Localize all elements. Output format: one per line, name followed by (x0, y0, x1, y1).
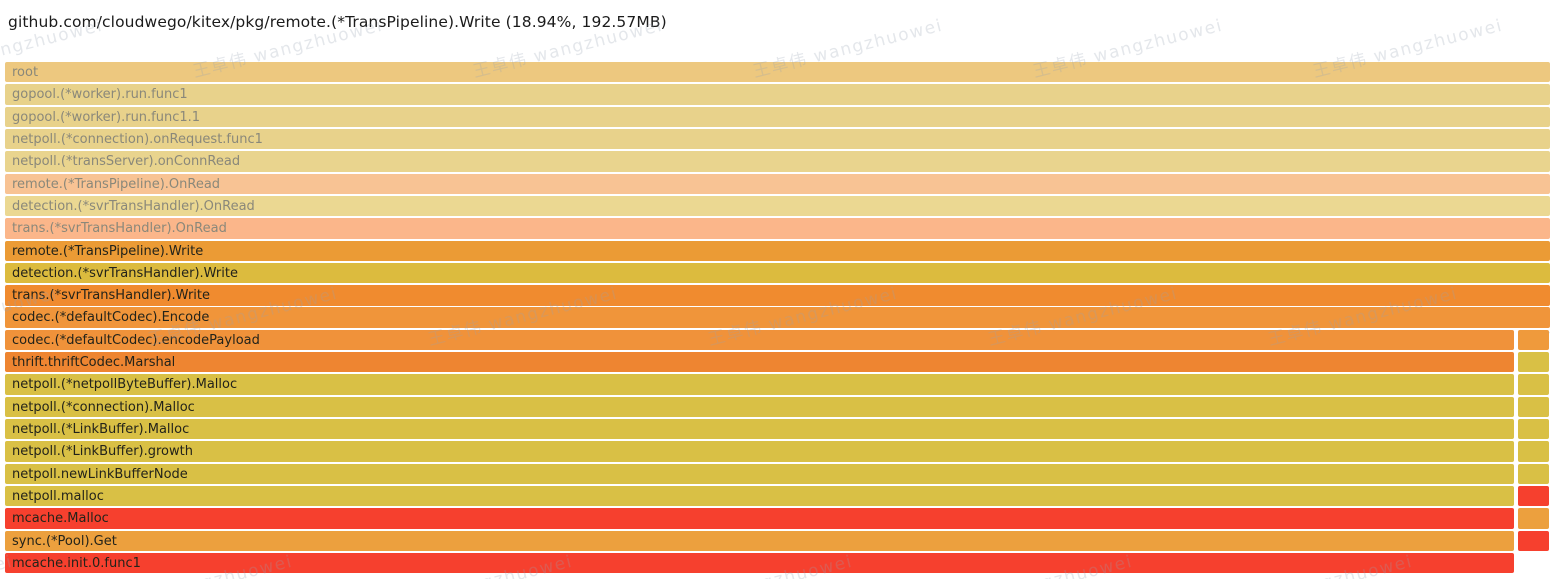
flame-frame-label: mcache.init.0.func1 (12, 555, 141, 571)
flame-row: trans.(*svrTransHandler).OnRead (5, 218, 1550, 240)
flame-frame-sibling[interactable] (1518, 329, 1549, 351)
flame-row: sync.(*Pool).Get (5, 530, 1550, 553)
flame-row: codec.(*defaultCodec).encodePayload (5, 329, 1550, 352)
flame-row: netpoll.malloc (5, 485, 1550, 508)
flame-frame-label: remote.(*TransPipeline).Write (12, 243, 204, 259)
flame-row: netpoll.(*netpollByteBuffer).Malloc (5, 374, 1550, 396)
flame-row: trans.(*svrTransHandler).Write (5, 285, 1550, 307)
flame-frame-netpoll-connection-malloc[interactable]: netpoll.(*connection).Malloc (5, 396, 1514, 418)
flame-frame-sync-pool-get[interactable]: sync.(*Pool).Get (5, 530, 1514, 551)
selected-frame-title: github.com/cloudwego/kitex/pkg/remote.(*… (8, 13, 667, 31)
flame-row: codec.(*defaultCodec).Encode (5, 307, 1550, 329)
flame-frame-label: detection.(*svrTransHandler).Write (12, 265, 238, 281)
flame-row: mcache.init.0.func1 (5, 552, 1550, 575)
flame-frame-sibling[interactable] (1518, 396, 1549, 418)
flame-frame-sibling[interactable] (1518, 530, 1549, 551)
flame-frame-label: thrift.thriftCodec.Marshal (12, 355, 176, 371)
flame-row: gopool.(*worker).run.func1 (5, 84, 1550, 106)
flame-frame-label: netpoll.(*LinkBuffer).growth (12, 444, 193, 460)
flame-frame-label: codec.(*defaultCodec).encodePayload (12, 332, 260, 348)
flame-frame-root[interactable]: root (5, 62, 1550, 83)
flame-frame-netpoll-newlinkbuffernode[interactable]: netpoll.newLinkBufferNode (5, 463, 1514, 485)
flame-row: root (5, 62, 1550, 84)
flame-frame-label: netpoll.(*connection).onRequest.func1 (12, 131, 263, 147)
flame-frame-label: root (12, 65, 39, 80)
flame-frame-label: mcache.Malloc (12, 511, 109, 527)
flame-row: gopool.(*worker).run.func1.1 (5, 106, 1550, 129)
flame-row: netpoll.(*connection).Malloc (5, 396, 1550, 419)
flame-row: netpoll.(*transServer).onConnRead (5, 151, 1550, 173)
flame-row: netpoll.newLinkBufferNode (5, 463, 1550, 486)
flamegraph: root gopool.(*worker).run.func1 gopool.(*w… (5, 62, 1550, 575)
flame-frame-netpoll-connection-onrequest-func1[interactable]: netpoll.(*connection).onRequest.func1 (5, 128, 1550, 150)
flame-frame-label: sync.(*Pool).Get (12, 533, 117, 549)
flame-frame-codec-defaultcodec-encode[interactable]: codec.(*defaultCodec).Encode (5, 307, 1550, 328)
flame-frame-detection-svrtranshandler-onread[interactable]: detection.(*svrTransHandler).OnRead (5, 195, 1550, 217)
flame-row: thrift.thriftCodec.Marshal (5, 352, 1550, 374)
flame-row: remote.(*TransPipeline).Write (5, 240, 1550, 263)
flame-frame-detection-svrtranshandler-write[interactable]: detection.(*svrTransHandler).Write (5, 262, 1550, 284)
flame-frame-label: netpoll.(*transServer).onConnRead (12, 154, 241, 170)
flame-frame-label: netpoll.(*connection).Malloc (12, 399, 195, 415)
flame-frame-mcache-init-0-func1[interactable]: mcache.init.0.func1 (5, 552, 1514, 574)
flame-row: netpoll.(*LinkBuffer).Malloc (5, 419, 1550, 441)
flame-frame-netpoll-transserver-onconnread[interactable]: netpoll.(*transServer).onConnRead (5, 151, 1550, 172)
flame-frame-trans-svrtranshandler-write[interactable]: trans.(*svrTransHandler).Write (5, 285, 1550, 306)
flame-row: detection.(*svrTransHandler).Write (5, 262, 1550, 285)
flame-row: netpoll.(*LinkBuffer).growth (5, 441, 1550, 463)
flame-frame-gopool-worker-run-func1-1[interactable]: gopool.(*worker).run.func1.1 (5, 106, 1550, 128)
flame-row: remote.(*TransPipeline).OnRead (5, 173, 1550, 196)
flame-frame-label: gopool.(*worker).run.func1.1 (12, 109, 201, 125)
flame-frame-label: gopool.(*worker).run.func1 (12, 87, 188, 103)
flame-frame-netpoll-linkbuffer-malloc[interactable]: netpoll.(*LinkBuffer).Malloc (5, 419, 1514, 440)
flame-frame-codec-defaultcodec-encodepayload[interactable]: codec.(*defaultCodec).encodePayload (5, 329, 1514, 351)
flame-frame-label: codec.(*defaultCodec).Encode (12, 310, 210, 326)
flame-frame-sibling[interactable] (1518, 374, 1549, 395)
flame-row: mcache.Malloc (5, 508, 1550, 530)
flame-frame-label: trans.(*svrTransHandler).Write (12, 288, 211, 304)
flame-frame-netpoll-linkbuffer-growth[interactable]: netpoll.(*LinkBuffer).growth (5, 441, 1514, 462)
flame-frame-label: remote.(*TransPipeline).OnRead (12, 176, 221, 192)
flame-frame-mcache-malloc[interactable]: mcache.Malloc (5, 508, 1514, 529)
flame-frame-gopool-worker-run-func1[interactable]: gopool.(*worker).run.func1 (5, 84, 1550, 105)
flame-frame-netpoll-malloc[interactable]: netpoll.malloc (5, 485, 1514, 507)
flame-frame-trans-svrtranshandler-onread[interactable]: trans.(*svrTransHandler).OnRead (5, 218, 1550, 239)
flame-row: detection.(*svrTransHandler).OnRead (5, 195, 1550, 218)
flame-frame-label: netpoll.(*LinkBuffer).Malloc (12, 422, 190, 437)
flame-frame-sibling[interactable] (1518, 485, 1549, 507)
flame-frame-label: netpoll.newLinkBufferNode (12, 466, 188, 482)
flame-frame-netpoll-netpollbytebuffer-malloc[interactable]: netpoll.(*netpollByteBuffer).Malloc (5, 374, 1514, 395)
flame-frame-remote-transpipeline-write[interactable]: remote.(*TransPipeline).Write (5, 240, 1550, 261)
flame-frame-sibling[interactable] (1518, 352, 1549, 373)
flame-row: netpoll.(*connection).onRequest.func1 (5, 128, 1550, 151)
flame-frame-sibling[interactable] (1518, 419, 1549, 440)
flame-frame-sibling[interactable] (1518, 441, 1549, 462)
flame-frame-sibling[interactable] (1518, 508, 1549, 529)
flame-frame-label: netpoll.malloc (12, 488, 104, 504)
flame-frame-sibling[interactable] (1518, 463, 1549, 485)
flame-frame-label: trans.(*svrTransHandler).OnRead (12, 221, 227, 237)
flame-frame-label: netpoll.(*netpollByteBuffer).Malloc (12, 377, 238, 393)
flame-frame-remote-transpipeline-onread[interactable]: remote.(*TransPipeline).OnRead (5, 173, 1550, 194)
flame-frame-thrift-thriftcodec-marshal[interactable]: thrift.thriftCodec.Marshal (5, 352, 1514, 373)
flame-frame-label: detection.(*svrTransHandler).OnRead (12, 198, 255, 214)
